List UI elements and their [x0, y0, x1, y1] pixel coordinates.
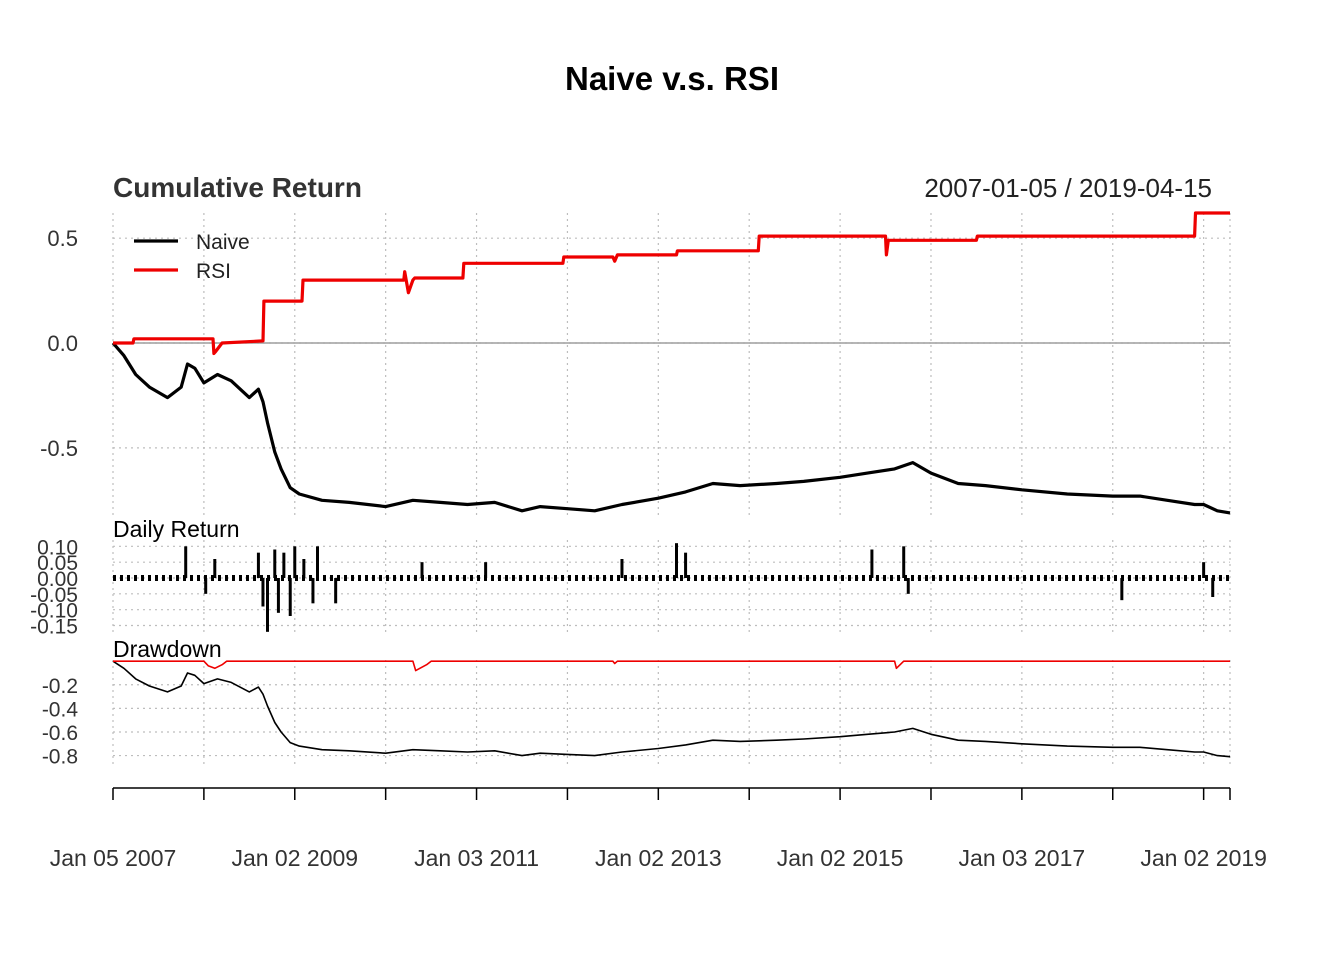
- chart-title: Naive v.s. RSI: [565, 60, 779, 97]
- axis-layer: 0.5 0.0 -0.5 0.100.050.00-0.05-0.10-0.15 Dai…: [30, 226, 1267, 871]
- grid-layer: [112, 213, 1231, 765]
- ytick-label-drawdown-2: -0.6: [42, 722, 78, 745]
- series-line-cumulative-rsi: [113, 211, 1230, 356]
- series-line-drawdown-rsi: [113, 660, 1230, 672]
- ytick-label-cumulative-2: -0.5: [40, 436, 78, 461]
- ytick-label-drawdown-3: -0.8: [42, 746, 78, 769]
- ytick-label-daily-3: -0.05: [30, 584, 78, 607]
- ytick-label-daily-4: -0.10: [30, 600, 78, 623]
- x-tick-label-5: Jan 03 2017: [959, 845, 1086, 871]
- ytick-label-daily-5: -0.15: [30, 616, 78, 639]
- series-layer: [111, 211, 1231, 758]
- x-tick-label-4: Jan 02 2015: [777, 845, 904, 871]
- x-tick-label-0: Jan 05 2007: [50, 845, 177, 871]
- date-range-label: 2007-01-05 / 2019-04-15: [924, 173, 1212, 203]
- ytick-label-cumulative-0: 0.5: [47, 226, 78, 251]
- ytick-label-drawdown-0: -0.2: [42, 675, 78, 698]
- x-tick-label-1: Jan 02 2009: [231, 845, 358, 871]
- x-tick-label-3: Jan 02 2013: [595, 845, 722, 871]
- ytick-label-cumulative-1: 0.0: [47, 331, 78, 356]
- panel-title-cumulative-return: Cumulative Return: [113, 172, 362, 203]
- series-line-drawdown-naive: [112, 660, 1231, 758]
- series-line-cumulative-naive: [111, 341, 1231, 515]
- x-tick-label-2: Jan 03 2011: [414, 845, 539, 871]
- ytick-label-daily-0: 0.10: [37, 536, 78, 559]
- ytick-label-daily-2: 0.00: [37, 568, 78, 591]
- panel-title-daily: Daily Return: [113, 516, 240, 542]
- legend-label-rsi: RSI: [196, 260, 231, 283]
- ytick-label-daily-1: 0.05: [37, 552, 78, 575]
- legend: Naive RSI: [134, 231, 250, 283]
- ytick-label-drawdown-1: -0.4: [42, 698, 79, 721]
- legend-label-naive: Naive: [196, 231, 250, 254]
- panel-title-drawdown: Drawdown: [113, 636, 222, 662]
- x-tick-label-6: Jan 02 2019: [1140, 845, 1267, 871]
